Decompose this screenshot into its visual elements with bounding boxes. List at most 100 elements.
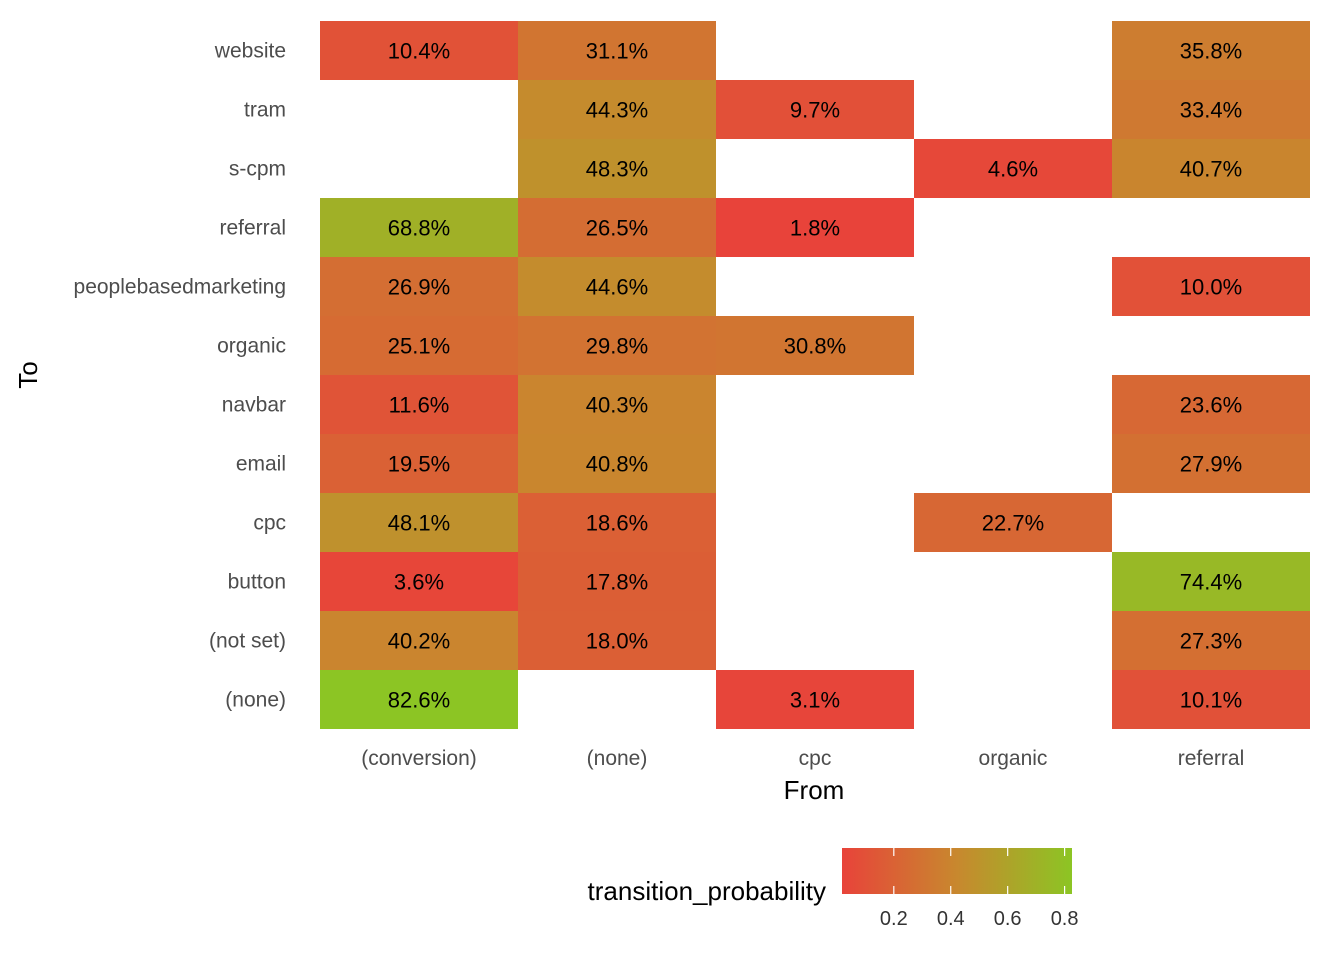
cell-value-label: 25.1% — [388, 334, 450, 359]
x-axis-title: From — [784, 775, 845, 805]
heatmap-cell — [518, 21, 716, 80]
heatmap-cell — [716, 670, 914, 729]
cell-value-label: 26.9% — [388, 275, 450, 300]
cell-value-label: 18.0% — [586, 629, 648, 654]
cell-value-label: 1.8% — [790, 216, 840, 241]
heatmap-cell — [320, 493, 518, 552]
legend-tick-label: 0.2 — [880, 908, 908, 930]
heatmap-cell — [320, 375, 518, 434]
cell-value-label: 22.7% — [982, 511, 1044, 536]
legend-ticks: 0.2 0.4 0.6 0.8 — [880, 848, 1079, 930]
cell-value-label: 18.6% — [586, 511, 648, 536]
cell-value-label: 82.6% — [388, 688, 450, 713]
legend-tick-label: 0.4 — [937, 908, 965, 930]
cell-value-label: 10.4% — [388, 39, 450, 64]
y-tick-label: referral — [219, 217, 286, 240]
heatmap-cell — [320, 316, 518, 375]
x-tick-label: (conversion) — [361, 747, 477, 770]
legend-colorbar — [842, 848, 1072, 894]
heatmap-cell — [1112, 139, 1310, 198]
cell-value-label: 31.1% — [586, 39, 648, 64]
cell-value-label: 40.7% — [1180, 157, 1242, 182]
heatmap-cell — [914, 139, 1112, 198]
cell-value-label: 3.1% — [790, 688, 840, 713]
x-tick-label: referral — [1178, 747, 1245, 770]
heatmap-cell — [1112, 80, 1310, 139]
heatmap-cell — [320, 257, 518, 316]
cell-value-label: 44.3% — [586, 98, 648, 123]
y-tick-label: peoplebasedmarketing — [74, 276, 286, 299]
y-tick-label: tram — [244, 99, 286, 122]
heatmap-cell — [320, 434, 518, 493]
cell-value-label: 74.4% — [1180, 570, 1242, 595]
heatmap-cell — [518, 375, 716, 434]
y-tick-label: s-cpm — [229, 158, 286, 181]
cell-value-label: 27.3% — [1180, 629, 1242, 654]
y-tick-label: navbar — [222, 394, 286, 417]
cell-value-label: 26.5% — [586, 216, 648, 241]
y-tick-label: organic — [217, 335, 286, 358]
cell-value-label: 4.6% — [988, 157, 1038, 182]
heatmap-cell — [1112, 257, 1310, 316]
heatmap-cell — [320, 198, 518, 257]
heatmap-cell — [914, 493, 1112, 552]
cell-value-label: 33.4% — [1180, 98, 1242, 123]
heatmap-cell — [518, 80, 716, 139]
y-tick-label: cpc — [253, 512, 286, 535]
heatmap-cell — [518, 316, 716, 375]
heatmap-cell — [1112, 670, 1310, 729]
x-axis-ticks: (conversion) (none) cpc organic referral — [361, 747, 1244, 770]
heatmap-cell — [320, 21, 518, 80]
cell-value-label: 40.8% — [586, 452, 648, 477]
cell-value-label: 68.8% — [388, 216, 450, 241]
cell-value-label: 30.8% — [784, 334, 846, 359]
cell-value-label: 40.3% — [586, 393, 648, 418]
heatmap-cell — [1112, 375, 1310, 434]
heatmap-cells — [320, 21, 1310, 729]
cell-value-label: 48.3% — [586, 157, 648, 182]
legend-tick-label: 0.8 — [1051, 908, 1079, 930]
heatmap-cell — [1112, 434, 1310, 493]
cell-value-label: 3.6% — [394, 570, 444, 595]
cell-value-label: 17.8% — [586, 570, 648, 595]
heatmap-cell — [1112, 611, 1310, 670]
heatmap-cell — [320, 670, 518, 729]
heatmap-cell — [518, 198, 716, 257]
heatmap-cell — [518, 493, 716, 552]
y-axis-ticks: website tram s-cpm referral peoplebasedmarke… — [74, 40, 286, 712]
heatmap-cell — [320, 611, 518, 670]
cell-value-label: 27.9% — [1180, 452, 1242, 477]
x-tick-label: (none) — [587, 747, 648, 770]
heatmap-cell — [320, 552, 518, 611]
legend: transition_probability 0.2 0.4 0.6 0.8 — [588, 848, 1079, 930]
heatmap-cell-labels: 10.4% 31.1% 35.8% 44.3% 9.7% 33.4% 48.3% 4.6% 40… — [388, 39, 1242, 713]
heatmap-cell — [1112, 552, 1310, 611]
x-tick-label: organic — [979, 747, 1048, 770]
y-tick-label: email — [236, 453, 286, 476]
cell-value-label: 44.6% — [586, 275, 648, 300]
cell-value-label: 48.1% — [388, 511, 450, 536]
cell-value-label: 23.6% — [1180, 393, 1242, 418]
cell-value-label: 11.6% — [389, 393, 450, 418]
heatmap-cell — [518, 552, 716, 611]
heatmap-cell — [518, 139, 716, 198]
heatmap-cell — [716, 198, 914, 257]
legend-title: transition_probability — [588, 876, 826, 906]
y-tick-label: website — [214, 40, 286, 63]
heatmap-cell — [518, 434, 716, 493]
y-tick-label: (not set) — [209, 630, 286, 653]
y-tick-label: (none) — [225, 689, 286, 712]
legend-tick-label: 0.6 — [994, 908, 1022, 930]
heatmap-cell — [716, 316, 914, 375]
y-tick-label: button — [228, 571, 286, 594]
cell-value-label: 10.0% — [1180, 275, 1242, 300]
cell-value-label: 29.8% — [586, 334, 648, 359]
x-tick-label: cpc — [799, 747, 832, 770]
y-axis-title: To — [13, 361, 43, 388]
cell-value-label: 19.5% — [388, 452, 450, 477]
cell-value-label: 35.8% — [1180, 39, 1242, 64]
cell-value-label: 40.2% — [388, 629, 450, 654]
heatmap-cell — [518, 257, 716, 316]
heatmap-cell — [1112, 21, 1310, 80]
